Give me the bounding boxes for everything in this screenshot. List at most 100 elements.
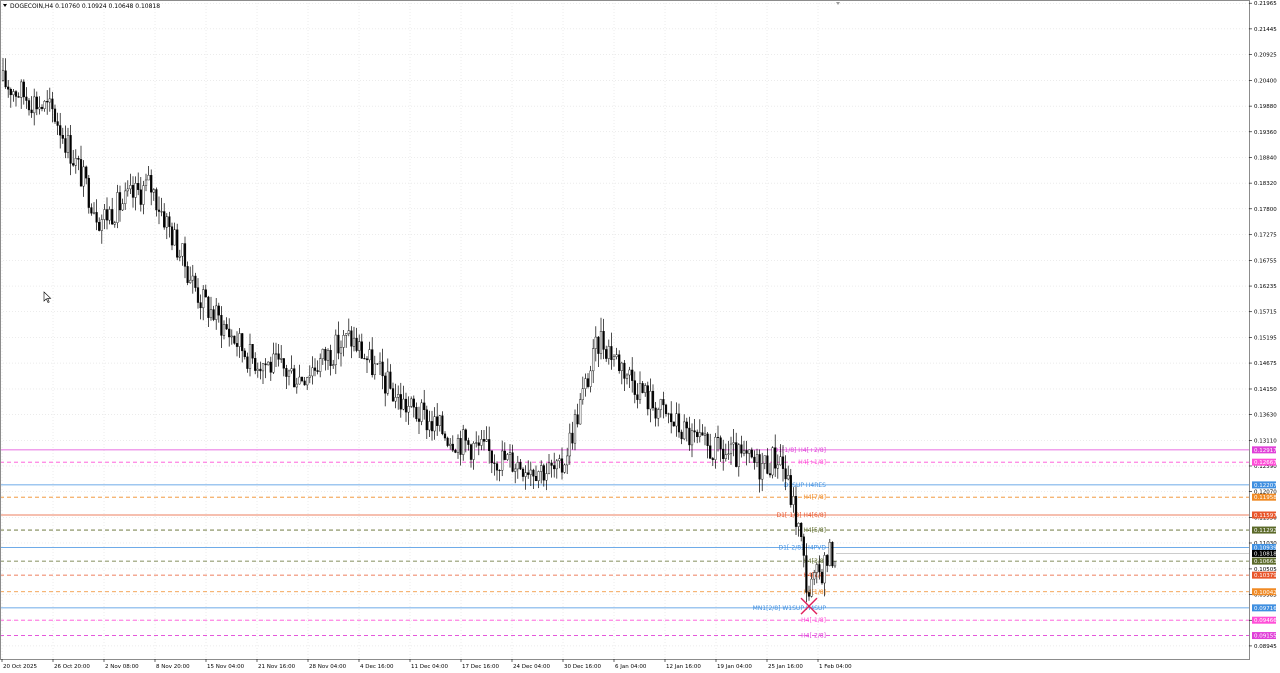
y-tick-label: 0.17800 (1254, 207, 1277, 213)
candle-body (612, 356, 616, 360)
price-tag-text: 0.09716 (1254, 606, 1277, 612)
candle-body (571, 432, 574, 444)
candle-body (308, 375, 311, 378)
y-tick-label: 0.12070 (1254, 490, 1277, 496)
candle-body (495, 463, 499, 471)
candle-body (118, 192, 122, 211)
candle-body (516, 462, 519, 470)
candle-body (646, 385, 649, 410)
candle-body (742, 450, 746, 454)
candle-body (680, 431, 683, 440)
candle-body (482, 439, 486, 442)
candle-body (217, 305, 220, 316)
candle-body (207, 296, 210, 318)
candle-body (589, 370, 592, 387)
price-tag-text: 0.12667 (1254, 460, 1277, 466)
candle-body (449, 443, 452, 446)
y-tick-label: 0.09985 (1254, 593, 1277, 599)
price-tag (1252, 481, 1276, 489)
candle-body (625, 374, 629, 379)
level-label: H4[1/8] (803, 589, 826, 596)
candle-body (126, 188, 129, 192)
candle-body (558, 458, 561, 462)
candle-body (433, 416, 436, 432)
candle-body (602, 331, 605, 350)
candle-body (753, 456, 756, 463)
candle-body (800, 523, 803, 537)
x-tick-label: 30 Dec 16:00 (564, 664, 601, 670)
y-tick-label: 0.21445 (1254, 27, 1277, 33)
symbol-ohlc-text: DOGECOIN,H4 0.10760 0.10924 0.10648 0.10… (10, 3, 160, 10)
candle-body (820, 571, 824, 584)
candle-body (407, 406, 410, 413)
level-label: D1[-1/8] H4[6/8] (776, 512, 826, 519)
candle-body (555, 460, 558, 470)
level-label: H4[+1/8] (798, 459, 826, 466)
candle-body (363, 358, 366, 360)
candle-body (672, 421, 675, 427)
candle-body (511, 452, 514, 472)
candle-body (420, 402, 423, 422)
candle-body (636, 394, 639, 400)
candle-body (1, 70, 5, 81)
candle-body (735, 442, 738, 467)
price-tag (1252, 446, 1276, 454)
candle-body (394, 397, 397, 402)
y-tick-label: 0.10505 (1254, 567, 1277, 573)
candle-body (209, 309, 213, 318)
candle-body (220, 315, 223, 336)
candle-body (134, 183, 137, 198)
candle-body (599, 331, 603, 354)
candle-body (33, 96, 36, 114)
candle-body (464, 429, 467, 441)
candle-body (98, 222, 101, 231)
candle-body (381, 361, 384, 377)
candle-body (87, 177, 90, 208)
chart-markers (800, 2, 1249, 615)
candle-body (124, 190, 127, 204)
candle-body (568, 432, 571, 457)
candle-body (285, 368, 288, 377)
y-tick-label: 0.20400 (1254, 78, 1277, 84)
candle-body (397, 394, 400, 398)
candle-body (677, 413, 681, 433)
price-tag (1252, 543, 1276, 551)
level-label: D1[1/8] H4[+2/8] (774, 447, 826, 454)
price-axis: 0.21965 0.21445 0.20925 0.20400 0.19880 0.193… (1249, 1, 1277, 650)
level-label: H4[3/8] (803, 558, 826, 565)
candle-body (225, 324, 228, 330)
candle-body (77, 157, 80, 160)
price-tag-text: 0.11958 (1254, 495, 1277, 501)
candle-body (766, 455, 769, 474)
candle-body (529, 469, 532, 475)
candle-body (311, 367, 314, 377)
x-tick-label: 11 Dec 04:00 (411, 664, 448, 670)
candle-body (745, 450, 748, 454)
candle-body (137, 183, 140, 190)
candle-body (61, 135, 64, 139)
candle-body (7, 86, 10, 90)
candle-body (48, 98, 51, 103)
candle-body (326, 350, 330, 361)
candle-body (813, 572, 816, 580)
price-tag (1252, 616, 1276, 624)
candle-body (196, 287, 200, 303)
candle-body (532, 469, 535, 477)
candle-body (698, 432, 701, 438)
candle-body (714, 436, 717, 460)
candle-body (378, 361, 382, 364)
candle-body (615, 354, 618, 358)
candle-body (675, 413, 678, 427)
candle-body (12, 91, 15, 96)
candle-body (254, 358, 257, 371)
candle-body (324, 349, 327, 361)
candle-body (82, 166, 85, 187)
candle-body (298, 376, 301, 385)
candle-body (186, 266, 189, 283)
candle-body (758, 454, 761, 480)
candle-body (46, 101, 49, 103)
y-tick-label: 0.13110 (1254, 438, 1277, 444)
symbol-menu-icon[interactable] (3, 4, 7, 7)
candle-body (334, 334, 337, 365)
